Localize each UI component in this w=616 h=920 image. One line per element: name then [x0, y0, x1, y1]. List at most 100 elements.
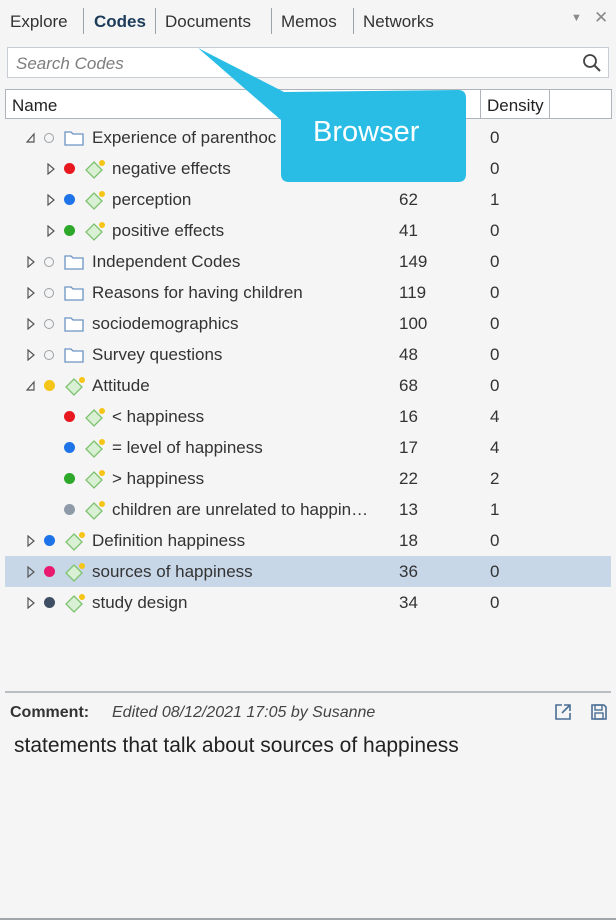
column-divider[interactable]	[480, 90, 481, 118]
grounded-count: 17	[399, 438, 418, 457]
column-name-header[interactable]: Name	[12, 96, 58, 115]
density-count: 4	[490, 438, 500, 457]
expand-arrow-icon[interactable]	[26, 597, 36, 609]
tree-row[interactable]: sources of happiness 36 0	[5, 556, 611, 587]
open-external-icon[interactable]	[553, 702, 573, 722]
density-count: 0	[490, 252, 500, 271]
tree-row[interactable]: children are unrelated to happin… 13 1	[5, 494, 611, 525]
tree-row[interactable]: positive effects 41 0	[5, 215, 611, 246]
grounded-count: 119	[399, 283, 427, 302]
tree-row-label: Independent Codes	[92, 252, 241, 271]
code-icon	[85, 222, 105, 241]
tree-row[interactable]: negative effects 0	[5, 153, 611, 184]
code-icon	[65, 563, 85, 582]
color-dot	[64, 194, 75, 205]
folder-icon	[64, 255, 84, 270]
tree-row[interactable]: = level of happiness 17 4	[5, 432, 611, 463]
density-count: 0	[490, 531, 500, 550]
close-icon[interactable]: ✕	[594, 8, 609, 27]
tree-row-label: perception	[112, 190, 192, 209]
grounded-count: 36	[399, 562, 418, 581]
density-count: 0	[490, 128, 500, 147]
tree-row[interactable]: > happiness 22 2	[5, 463, 611, 494]
collapse-arrow-icon[interactable]	[26, 132, 36, 144]
dropdown-arrow-icon[interactable]: ▼	[571, 12, 582, 24]
tab-documents[interactable]: Documents	[165, 12, 251, 31]
tree-row[interactable]: < happiness 16 4	[5, 401, 611, 432]
tree-row[interactable]: Reasons for having children 119 0	[5, 277, 611, 308]
density-count: 0	[490, 221, 500, 240]
tree-row[interactable]: study design 34 0	[5, 587, 611, 618]
tree-row-label: negative effects	[112, 159, 231, 178]
tab-codes[interactable]: Codes	[94, 12, 146, 31]
code-icon	[65, 377, 85, 396]
column-divider[interactable]	[549, 90, 550, 118]
density-count: 0	[490, 562, 500, 581]
code-icon	[85, 501, 105, 520]
expand-arrow-icon[interactable]	[26, 287, 36, 299]
search-input[interactable]	[14, 52, 578, 76]
tree-row[interactable]: Definition happiness 18 0	[5, 525, 611, 556]
tree-row-label: sociodemographics	[92, 314, 239, 333]
grounded-count: 22	[399, 469, 418, 488]
tab-memos[interactable]: Memos	[281, 12, 337, 31]
grounded-count: 62	[399, 190, 418, 209]
color-dot	[64, 163, 75, 174]
expand-arrow-icon[interactable]	[46, 225, 56, 237]
expand-arrow-icon[interactable]	[26, 535, 36, 547]
tab-networks[interactable]: Networks	[363, 12, 434, 31]
grounded-count: 16	[399, 407, 418, 426]
tree-row-label: Attitude	[92, 376, 150, 395]
folder-icon	[64, 317, 84, 332]
column-density-header[interactable]: Density	[487, 96, 544, 115]
tab-explore[interactable]: Explore	[10, 12, 68, 31]
color-dot	[64, 504, 75, 515]
save-icon[interactable]	[589, 702, 609, 722]
code-icon	[85, 160, 105, 179]
tree-row[interactable]: sociodemographics 100 0	[5, 308, 611, 339]
comment-label: Comment:	[10, 704, 90, 721]
color-dot	[44, 380, 55, 391]
folder-icon	[64, 286, 84, 301]
tree-row-label: study design	[92, 593, 188, 612]
color-dot	[64, 225, 75, 236]
density-count: 0	[490, 376, 500, 395]
tree-row[interactable]: Survey questions 48 0	[5, 339, 611, 370]
collapse-arrow-icon[interactable]	[26, 380, 36, 392]
expand-arrow-icon[interactable]	[26, 349, 36, 361]
expand-arrow-icon[interactable]	[26, 256, 36, 268]
tree-row-label: Reasons for having children	[92, 283, 303, 302]
grounded-count: 13	[399, 500, 418, 519]
grounded-count: 41	[399, 221, 418, 240]
tree-row-label: = level of happiness	[112, 438, 263, 457]
density-count: 1	[490, 500, 500, 519]
tree-row[interactable]: perception 62 1	[5, 184, 611, 215]
color-dot	[64, 473, 75, 484]
expand-arrow-icon[interactable]	[26, 566, 36, 578]
tree-row[interactable]: Independent Codes 149 0	[5, 246, 611, 277]
density-count: 0	[490, 593, 500, 612]
tree-row[interactable]: Experience of parenthoc 0	[5, 122, 611, 153]
code-icon	[65, 594, 85, 613]
pane-divider[interactable]	[5, 691, 611, 693]
tree-row-label: > happiness	[112, 469, 205, 488]
grounded-count: 18	[399, 531, 418, 550]
tree-row-label: Experience of parenthoc	[92, 128, 277, 147]
color-dot-empty	[44, 257, 54, 267]
tab-separator	[353, 8, 354, 34]
comment-text[interactable]: statements that talk about sources of ha…	[14, 734, 459, 757]
expand-arrow-icon[interactable]	[26, 318, 36, 330]
code-icon	[85, 439, 105, 458]
expand-arrow-icon[interactable]	[46, 163, 56, 175]
tree-row[interactable]: Attitude 68 0	[5, 370, 611, 401]
density-count: 0	[490, 314, 500, 333]
tab-separator	[271, 8, 272, 34]
tree-row-label: Survey questions	[92, 345, 223, 364]
browser-callout	[198, 48, 466, 182]
color-dot-empty	[44, 288, 54, 298]
density-count: 0	[490, 345, 500, 364]
tree-row-label: Definition happiness	[92, 531, 246, 550]
expand-arrow-icon[interactable]	[46, 194, 56, 206]
search-icon[interactable]	[582, 53, 602, 73]
bottom-border	[0, 918, 616, 920]
